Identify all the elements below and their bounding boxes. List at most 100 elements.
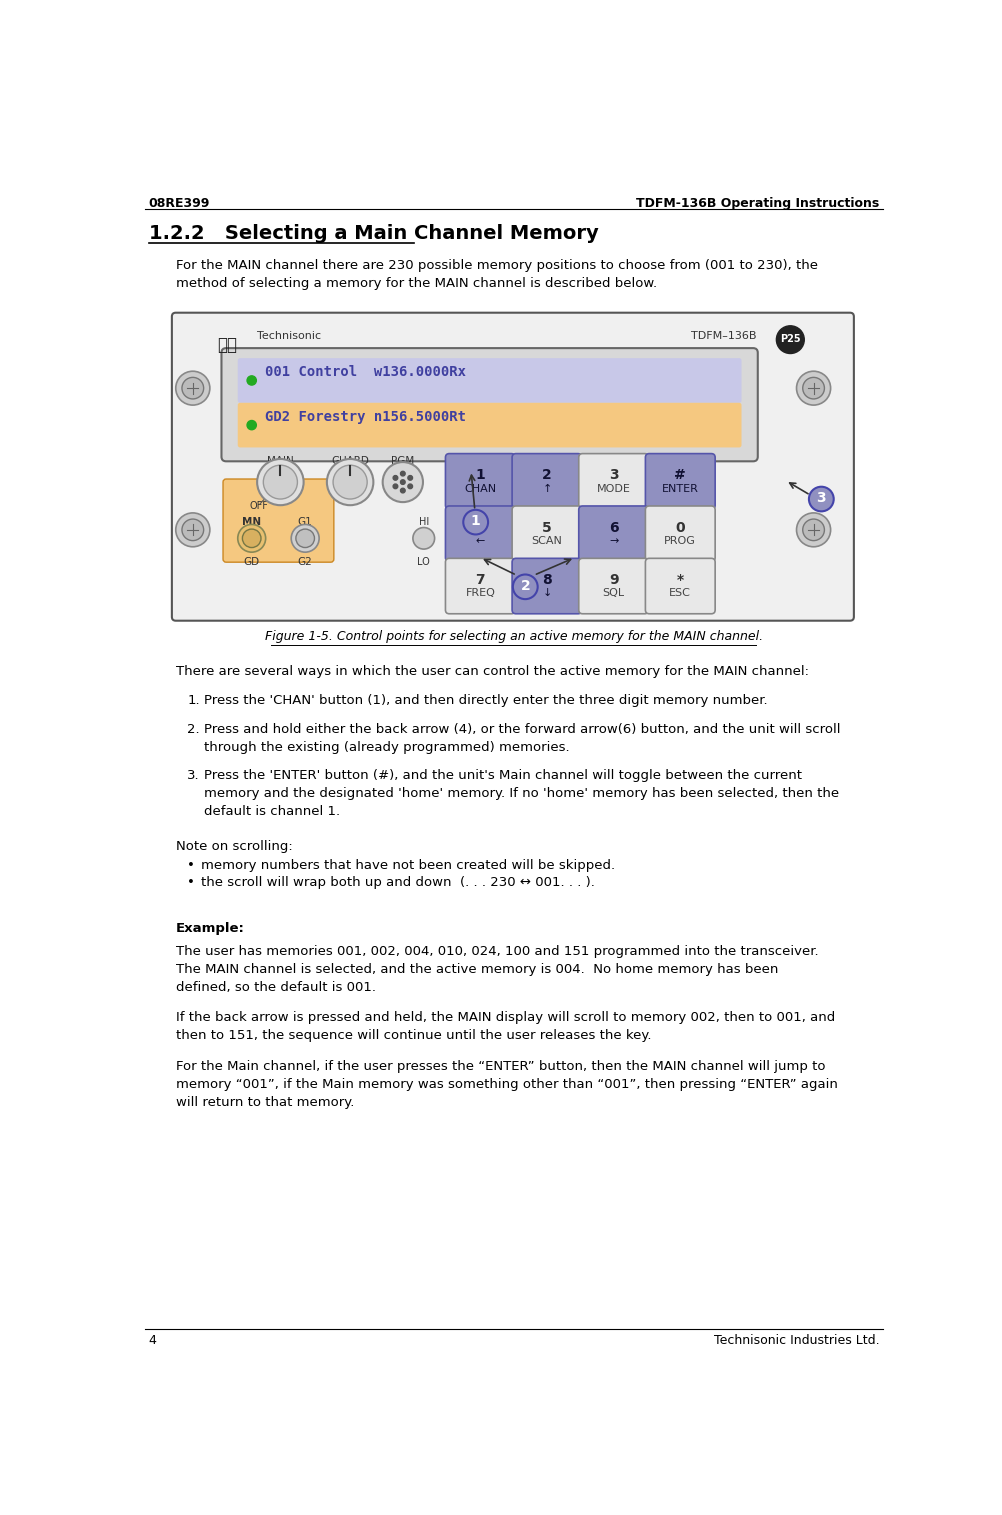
Circle shape xyxy=(796,514,830,547)
FancyBboxPatch shape xyxy=(512,559,581,614)
FancyBboxPatch shape xyxy=(237,358,740,403)
Text: CHAN: CHAN xyxy=(464,483,496,494)
Text: TDFM–136B: TDFM–136B xyxy=(690,332,756,341)
Circle shape xyxy=(181,377,203,398)
Circle shape xyxy=(181,520,203,541)
FancyBboxPatch shape xyxy=(578,506,648,562)
Circle shape xyxy=(413,527,434,548)
FancyBboxPatch shape xyxy=(171,312,853,621)
Text: MN: MN xyxy=(241,517,261,527)
Text: *: * xyxy=(676,573,683,586)
Circle shape xyxy=(333,465,367,498)
Text: 2.: 2. xyxy=(187,723,199,736)
Text: FREQ: FREQ xyxy=(465,588,495,598)
Text: 9: 9 xyxy=(608,573,618,586)
Text: Technisonic Industries Ltd.: Technisonic Industries Ltd. xyxy=(713,1335,879,1347)
Circle shape xyxy=(776,326,804,353)
Text: Technisonic: Technisonic xyxy=(257,332,321,341)
Circle shape xyxy=(291,524,319,551)
Text: If the back arrow is pressed and held, the MAIN display will scroll to memory 00: If the back arrow is pressed and held, t… xyxy=(175,1011,835,1042)
Circle shape xyxy=(242,529,261,547)
Text: Ⓣⓓ: Ⓣⓓ xyxy=(216,336,236,355)
FancyBboxPatch shape xyxy=(578,453,648,509)
FancyBboxPatch shape xyxy=(578,559,648,614)
Circle shape xyxy=(175,371,209,405)
Circle shape xyxy=(802,520,824,541)
Text: 1.2.2   Selecting a Main Channel Memory: 1.2.2 Selecting a Main Channel Memory xyxy=(148,224,598,242)
Text: 001 Control  w136.0000Rx: 001 Control w136.0000Rx xyxy=(265,365,465,379)
Text: ↓: ↓ xyxy=(542,588,551,598)
Text: 2: 2 xyxy=(541,468,551,482)
FancyBboxPatch shape xyxy=(644,453,714,509)
Text: 3.: 3. xyxy=(187,770,199,782)
Text: Example:: Example: xyxy=(175,921,244,935)
FancyBboxPatch shape xyxy=(222,479,334,562)
Text: •: • xyxy=(187,859,195,871)
Text: ↑: ↑ xyxy=(542,483,551,494)
Text: HI: HI xyxy=(418,517,429,527)
Text: G2: G2 xyxy=(298,558,313,567)
Text: 1: 1 xyxy=(470,515,480,529)
Text: memory numbers that have not been created will be skipped.: memory numbers that have not been create… xyxy=(200,859,614,871)
Text: GD: GD xyxy=(243,558,260,567)
FancyBboxPatch shape xyxy=(237,403,740,447)
Circle shape xyxy=(383,462,423,501)
Text: LO: LO xyxy=(417,558,430,567)
Text: 5: 5 xyxy=(541,521,551,535)
Text: 4: 4 xyxy=(475,521,485,535)
Text: 7: 7 xyxy=(475,573,485,586)
FancyBboxPatch shape xyxy=(512,453,581,509)
Text: P25: P25 xyxy=(780,333,800,344)
Text: the scroll will wrap both up and down  (. . . 230 ↔ 001. . . ).: the scroll will wrap both up and down (.… xyxy=(200,876,594,889)
Text: 1.: 1. xyxy=(187,694,199,708)
Text: ESC: ESC xyxy=(668,588,690,598)
FancyBboxPatch shape xyxy=(445,559,515,614)
Text: 08RE399: 08RE399 xyxy=(148,197,209,211)
Text: MODE: MODE xyxy=(596,483,630,494)
Text: PGM: PGM xyxy=(391,456,414,467)
FancyBboxPatch shape xyxy=(644,559,714,614)
Circle shape xyxy=(246,421,257,430)
FancyBboxPatch shape xyxy=(512,506,581,562)
Circle shape xyxy=(463,511,488,535)
Circle shape xyxy=(802,377,824,398)
Text: SQL: SQL xyxy=(602,588,624,598)
Text: 8: 8 xyxy=(541,573,551,586)
Text: 6: 6 xyxy=(608,521,618,535)
Circle shape xyxy=(400,471,405,476)
Text: 2: 2 xyxy=(520,579,530,592)
Circle shape xyxy=(257,459,304,504)
Text: MAIN: MAIN xyxy=(267,456,294,467)
Circle shape xyxy=(408,483,412,489)
Text: 3: 3 xyxy=(816,491,826,506)
Circle shape xyxy=(296,529,315,547)
Text: Press and hold either the back arrow (4), or the forward arrow(6) button, and th: Press and hold either the back arrow (4)… xyxy=(204,723,840,754)
Text: •: • xyxy=(187,876,195,889)
Text: #: # xyxy=(673,468,685,482)
Text: Press the 'ENTER' button (#), and the unit's Main channel will toggle between th: Press the 'ENTER' button (#), and the un… xyxy=(204,770,839,818)
Text: →: → xyxy=(608,536,617,545)
Circle shape xyxy=(327,459,373,504)
Text: GD2 Forestry n156.5000Rt: GD2 Forestry n156.5000Rt xyxy=(265,409,465,424)
Text: For the Main channel, if the user presses the “ENTER” button, then the MAIN chan: For the Main channel, if the user presse… xyxy=(175,1060,837,1109)
Text: G1: G1 xyxy=(298,517,313,527)
FancyBboxPatch shape xyxy=(644,506,714,562)
Text: ←: ← xyxy=(475,536,485,545)
Text: PROG: PROG xyxy=(663,536,695,545)
Text: 0: 0 xyxy=(674,521,684,535)
Text: For the MAIN channel there are 230 possible memory positions to choose from (001: For the MAIN channel there are 230 possi… xyxy=(175,259,817,289)
Circle shape xyxy=(393,476,398,480)
FancyBboxPatch shape xyxy=(445,506,515,562)
Text: 4: 4 xyxy=(148,1335,156,1347)
Text: There are several ways in which the user can control the active memory for the M: There are several ways in which the user… xyxy=(175,665,808,679)
Text: The user has memories 001, 002, 004, 010, 024, 100 and 151 programmed into the t: The user has memories 001, 002, 004, 010… xyxy=(175,945,818,994)
Circle shape xyxy=(408,476,412,480)
Text: ENTER: ENTER xyxy=(661,483,698,494)
Text: 3: 3 xyxy=(608,468,618,482)
Circle shape xyxy=(393,483,398,489)
Text: Figure 1-5. Control points for selecting an active memory for the MAIN channel.: Figure 1-5. Control points for selecting… xyxy=(265,630,762,642)
Circle shape xyxy=(796,371,830,405)
Circle shape xyxy=(264,465,298,498)
Circle shape xyxy=(809,486,833,512)
Text: Press the 'CHAN' button (1), and then directly enter the three digit memory numb: Press the 'CHAN' button (1), and then di… xyxy=(204,694,768,708)
